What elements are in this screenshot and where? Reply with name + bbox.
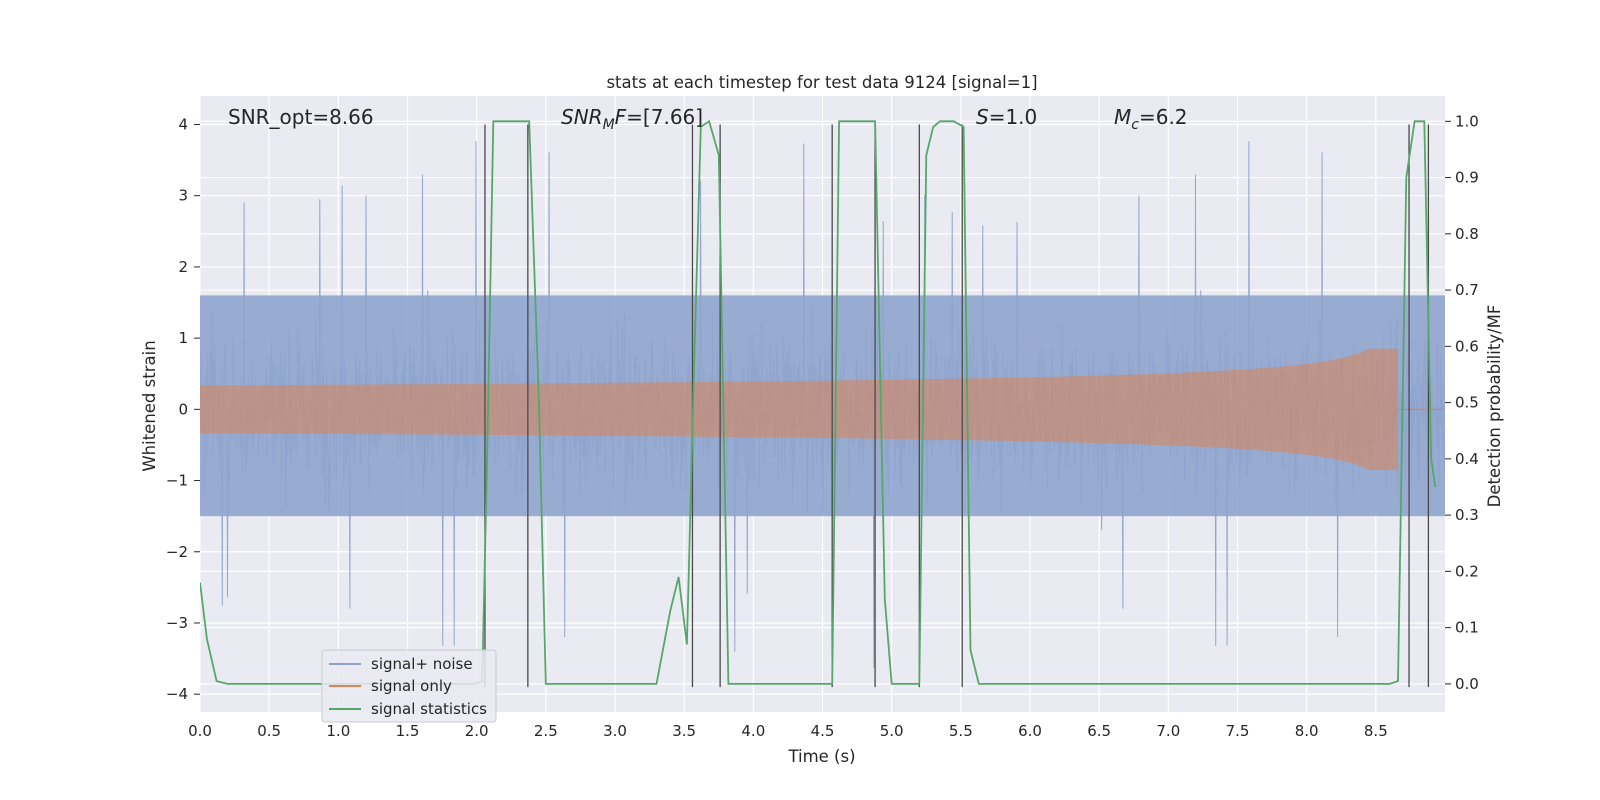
x-axis-label: Time (s)	[787, 747, 855, 766]
x-tick-label: 2.0	[465, 722, 489, 740]
signal-only-series	[200, 348, 1445, 470]
x-tick-label: 3.5	[672, 722, 696, 740]
right-y-tick-label: 0.9	[1455, 169, 1479, 187]
x-tick-label: 1.0	[326, 722, 350, 740]
x-axis-ticks: 0.0 0.5 1.0 1.5 2.0 2.5 3.0 3.5 4.0 4.5 5.0 5.5 6.0 6…	[188, 722, 1388, 740]
y-tick-label: 0	[178, 400, 188, 418]
chart-title: stats at each timestep for test data 912…	[606, 73, 1037, 92]
y-tick-label: −1	[166, 472, 188, 490]
right-y-tick-label: 1.0	[1455, 112, 1479, 130]
right-y-tick-label: 0.2	[1455, 562, 1479, 580]
right-y-tick-label: 0.5	[1455, 394, 1479, 412]
x-tick-label: 4.5	[811, 722, 835, 740]
right-y-axis-ticks: 1.0 0.9 0.8 0.7 0.6 0.5 0.4 0.3 0.2 0.1 0.0	[1445, 112, 1479, 693]
x-tick-label: 8.5	[1364, 722, 1388, 740]
annotation-s: S=1.0	[976, 105, 1037, 129]
annotation-snr-mf: SNRMF=[7.66]	[561, 105, 703, 133]
x-tick-label: 0.0	[188, 722, 212, 740]
right-y-tick-label: 0.6	[1455, 337, 1479, 355]
right-y-tick-label: 0.3	[1455, 506, 1479, 524]
x-tick-label: 6.0	[1018, 722, 1042, 740]
legend-label-signal: signal only	[371, 677, 452, 695]
right-y-tick-label: 0.0	[1455, 675, 1479, 693]
right-y-tick-label: 0.4	[1455, 450, 1479, 468]
annotation-snr-opt: SNR_opt=8.66	[228, 105, 374, 129]
x-tick-label: 7.5	[1226, 722, 1250, 740]
legend-box	[321, 649, 497, 723]
right-y-tick-label: 0.8	[1455, 225, 1479, 243]
y-axis-ticks: 4 3 2 1 0 −1 −2 −3 −4	[166, 115, 200, 703]
y-tick-label: 2	[178, 258, 188, 276]
legend-label-noise: signal+ noise	[371, 655, 473, 673]
legend: signal+ noise signal only signal statist…	[321, 649, 497, 723]
y-tick-label: 4	[178, 115, 188, 133]
right-y-tick-label: 0.7	[1455, 281, 1479, 299]
x-tick-label: 8.0	[1295, 722, 1319, 740]
y-tick-label: 3	[178, 187, 188, 205]
right-y-tick-label: 0.1	[1455, 619, 1479, 637]
y-tick-label: −4	[166, 685, 188, 703]
x-tick-label: 0.5	[257, 722, 281, 740]
legend-label-statistics: signal statistics	[371, 700, 487, 718]
x-tick-label: 7.0	[1156, 722, 1180, 740]
x-tick-label: 6.5	[1087, 722, 1111, 740]
chirp-envelope	[200, 348, 1398, 470]
x-tick-label: 5.0	[880, 722, 904, 740]
right-y-axis-label: Detection probability/MF	[1485, 305, 1504, 508]
signal-statistics-series	[200, 119, 1437, 685]
y-tick-label: 1	[178, 329, 188, 347]
y-tick-label: −2	[166, 543, 188, 561]
y-tick-label: −3	[166, 614, 188, 632]
x-tick-label: 1.5	[396, 722, 420, 740]
x-tick-label: 4.0	[741, 722, 765, 740]
x-tick-label: 3.0	[603, 722, 627, 740]
y-axis-label: Whitened strain	[140, 340, 159, 471]
x-tick-label: 5.5	[949, 722, 973, 740]
statistics-line	[200, 119, 1437, 685]
x-tick-label: 2.5	[534, 722, 558, 740]
annotation-mc: Mc=6.2	[1114, 105, 1188, 133]
